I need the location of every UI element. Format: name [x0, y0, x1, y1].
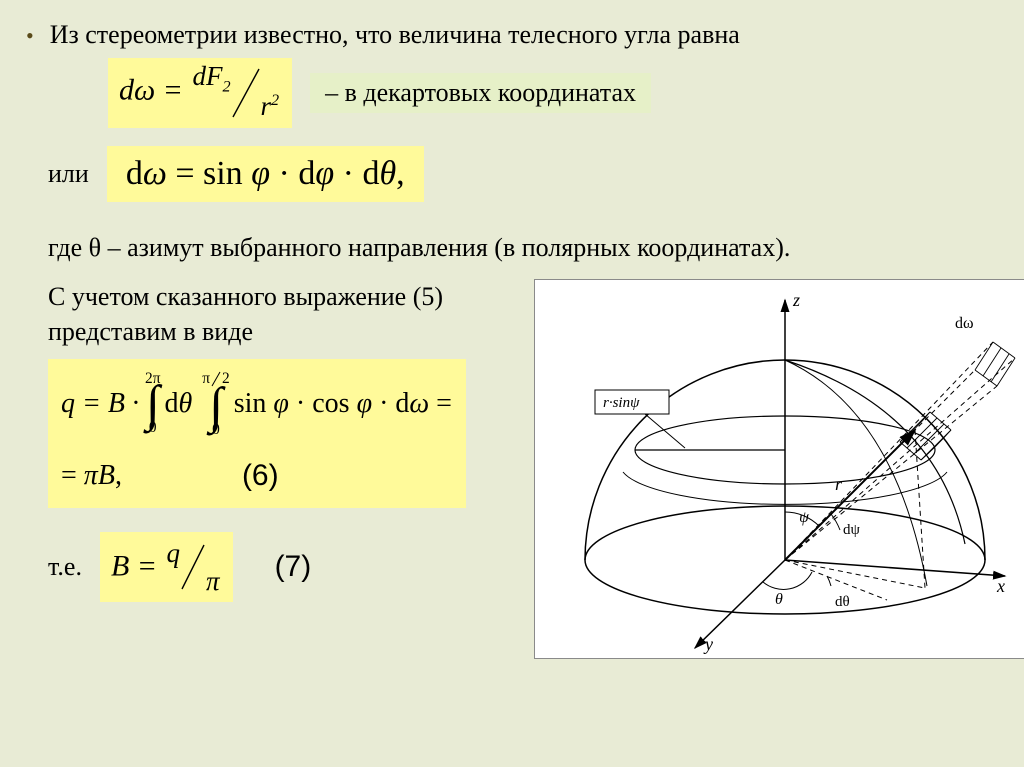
formula1: dω = dF2 r2 [119, 63, 281, 123]
left-column: С учетом сказанного выражение (5) предст… [48, 279, 518, 608]
formula4: B = q π [111, 537, 222, 597]
or-label: или [48, 159, 89, 189]
diagram-svg: z x y r r·sinψ dω ψ dψ θ dθ [535, 280, 1024, 660]
label-y: y [703, 634, 713, 654]
formula1-row: dω = dF2 r2 – в декартовых координатах [108, 58, 982, 128]
label-z: z [792, 290, 800, 310]
bullet-text: Из стереометрии известно, что величина т… [50, 18, 740, 52]
formula2-box: dω = sin φ · dφ · dθ, [107, 146, 424, 202]
formula3-box: q = B · 2π ∫ 0 dθ π 2 ∫ 0 [48, 359, 466, 508]
annotation1: – в декартовых координатах [310, 73, 651, 113]
label-x: x [996, 576, 1005, 596]
slash-icon [178, 541, 208, 593]
label-domega: dω [955, 315, 974, 332]
eq7-number: (7) [275, 550, 312, 584]
formula2: dω = sin φ · dφ · dθ, [126, 155, 405, 193]
label-theta: θ [775, 591, 783, 608]
label-rsinpsi: r·sinψ [603, 395, 640, 411]
where-text: где θ – азимут выбранного направления (в… [48, 230, 982, 265]
label-psi: ψ [799, 509, 810, 526]
formula3-line2: = πB, [61, 460, 122, 492]
label-r: r [835, 474, 843, 494]
label-dtheta: dθ [835, 594, 850, 610]
hemisphere-diagram: z x y r r·sinψ dω ψ dψ θ dθ [534, 279, 1024, 659]
formula1-lhs: dω = [119, 73, 183, 106]
slide-page: • Из стереометрии известно, что величина… [0, 0, 1024, 767]
formula1-box: dω = dF2 r2 [108, 58, 292, 128]
formula3-line1: q = B · 2π ∫ 0 dθ π 2 ∫ 0 [61, 370, 451, 437]
formula1-frac: dF2 r2 [192, 63, 279, 123]
slash-icon [229, 65, 263, 121]
bullet-dot: • [26, 22, 34, 51]
formula4-box: B = q π [100, 532, 233, 602]
label-dpsi: dψ [843, 522, 861, 538]
bullet-line: • Из стереометрии известно, что величина… [48, 18, 982, 52]
eq6-number: (6) [242, 459, 279, 493]
formula2-row: или dω = sin φ · dφ · dθ, [48, 146, 982, 202]
lower-section: С учетом сказанного выражение (5) предст… [48, 279, 982, 659]
ie-label: т.е. [48, 552, 82, 582]
expr5-text: С учетом сказанного выражение (5) предст… [48, 279, 518, 349]
formula4-row: т.е. B = q π (7) [48, 532, 518, 602]
